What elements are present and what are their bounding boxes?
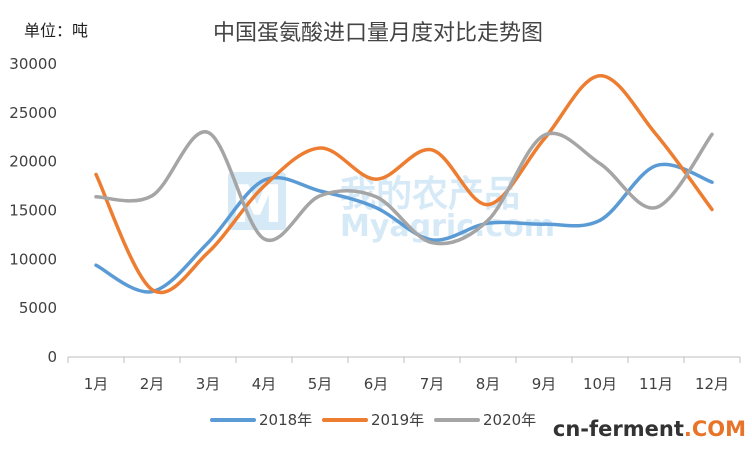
x-tick-label: 12月 xyxy=(695,375,729,393)
series-line-2018 xyxy=(94,162,714,294)
series-line-2019 xyxy=(94,73,714,295)
legend-label: 2019年 xyxy=(371,411,424,429)
y-tick-label: 5000 xyxy=(19,299,57,317)
x-tick-label: 6月 xyxy=(364,375,389,393)
x-tick-label: 5月 xyxy=(308,375,333,393)
x-tick-label: 3月 xyxy=(196,375,221,393)
chart-title: 中国蛋氨酸进口量月度对比走势图 xyxy=(213,21,543,46)
x-tick-label: 7月 xyxy=(420,375,445,393)
axes: 1月 2月 3月 4月 5月 6月 7月 8月 9月 10月 11月 12月 0 5000 10000 150… xyxy=(9,55,741,393)
y-tick-label: 25000 xyxy=(9,104,57,122)
y-tick-label: 15000 xyxy=(9,202,57,220)
watermark-logo-box xyxy=(228,172,286,230)
x-tick-label: 8月 xyxy=(476,375,501,393)
series-line-2020 xyxy=(94,130,714,246)
legend: 2018年 2019年 2020年 xyxy=(210,411,536,429)
unit-label: 单位：吨 xyxy=(24,21,88,40)
legend-label: 2018年 xyxy=(259,411,312,429)
y-tick-label: 20000 xyxy=(9,153,57,171)
y-tick-label: 10000 xyxy=(9,250,57,268)
x-tick-label: 2月 xyxy=(140,375,165,393)
x-tick-label: 4月 xyxy=(252,375,277,393)
x-tick-label: 9月 xyxy=(532,375,557,393)
legend-label: 2020年 xyxy=(483,411,536,429)
source-logo-suffix: .COM xyxy=(684,417,746,441)
x-tick-label: 11月 xyxy=(639,375,673,393)
source-logo-text: cn-ferment xyxy=(553,417,684,441)
svg-text:cn-ferment.COM: cn-ferment.COM xyxy=(553,417,746,441)
y-tick-label: 0 xyxy=(47,348,57,366)
x-tick-label: 10月 xyxy=(583,375,617,393)
y-tick-label: 30000 xyxy=(9,55,57,73)
series-lines xyxy=(94,73,714,295)
source-logo: cn-ferment.COM xyxy=(553,413,748,445)
x-tick-label: 1月 xyxy=(84,375,109,393)
